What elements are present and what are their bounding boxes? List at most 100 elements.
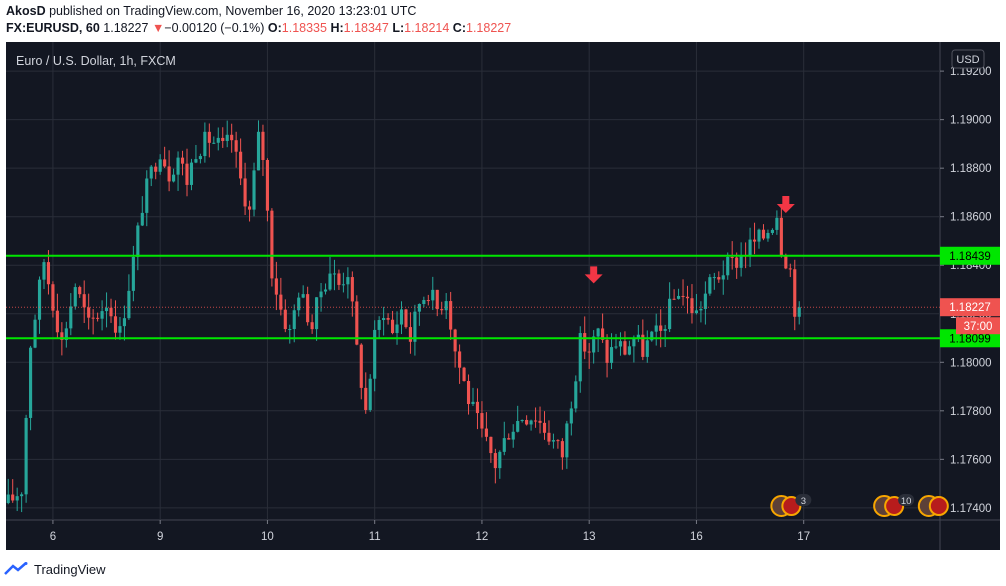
candle-body bbox=[113, 316, 118, 333]
candle-body bbox=[538, 420, 542, 423]
candle-body bbox=[127, 290, 131, 319]
candles bbox=[6, 120, 801, 513]
candle-body bbox=[51, 284, 55, 311]
candle-body bbox=[601, 328, 605, 340]
candle-body bbox=[167, 166, 171, 182]
candle-body bbox=[672, 298, 676, 300]
candle-body bbox=[422, 300, 426, 304]
x-tick-label: 12 bbox=[476, 531, 489, 543]
x-tick-label: 16 bbox=[690, 531, 703, 543]
candle-body bbox=[525, 419, 529, 425]
price-chart[interactable]: 1.192001.190001.188001.186001.184001.182… bbox=[0, 42, 1006, 550]
candle-body bbox=[315, 297, 319, 330]
close-label: C: bbox=[452, 21, 466, 35]
candle-body bbox=[33, 319, 37, 348]
candle-body bbox=[288, 329, 292, 331]
candle-body bbox=[547, 432, 551, 442]
tradingview-logo-icon bbox=[4, 562, 28, 575]
candle-body bbox=[444, 301, 448, 311]
candle-body bbox=[569, 408, 573, 424]
candle-body bbox=[306, 294, 310, 323]
candle-body bbox=[382, 318, 386, 321]
footer: TradingView bbox=[4, 558, 106, 580]
candle-body bbox=[766, 232, 770, 239]
candle-body bbox=[462, 367, 466, 381]
chart-title: Euro / U.S. Dollar, 1h, FXCM bbox=[16, 54, 176, 68]
candle-body bbox=[301, 294, 305, 298]
candle-body bbox=[104, 307, 109, 312]
high-label: H: bbox=[330, 21, 344, 35]
candle-body bbox=[542, 422, 547, 433]
candle-body bbox=[712, 277, 716, 279]
candle-body bbox=[29, 347, 33, 418]
candle-body bbox=[256, 131, 261, 171]
candle-body bbox=[663, 329, 667, 331]
candle-body bbox=[180, 157, 185, 164]
candle-body bbox=[578, 333, 582, 382]
candle-body bbox=[91, 317, 95, 319]
candle-body bbox=[20, 494, 24, 497]
candle-body bbox=[650, 331, 654, 341]
candle-body bbox=[685, 296, 690, 299]
candle-body bbox=[118, 326, 122, 333]
candle-body bbox=[431, 289, 435, 301]
candle-body bbox=[42, 262, 46, 280]
y-tick-label: 1.19200 bbox=[950, 66, 992, 78]
candle-body bbox=[346, 277, 350, 285]
candle-body bbox=[493, 453, 497, 469]
candle-body bbox=[551, 440, 556, 442]
candle-body bbox=[507, 438, 511, 440]
candle-body bbox=[55, 310, 59, 333]
candle-body bbox=[408, 327, 412, 342]
annotations: 3 10 bbox=[584, 195, 949, 517]
candle-body bbox=[632, 338, 636, 347]
candle-body bbox=[73, 287, 77, 307]
candle-body bbox=[534, 420, 538, 422]
candle-body bbox=[480, 413, 484, 429]
candle-body bbox=[779, 217, 783, 256]
candle-body bbox=[368, 378, 372, 410]
candle-body bbox=[770, 229, 774, 233]
publish-info: AkosD published on TradingView.com, Nove… bbox=[6, 4, 416, 18]
candle-body bbox=[502, 438, 506, 452]
candle-body bbox=[583, 333, 587, 352]
candle-body bbox=[609, 347, 614, 363]
publisher-name: AkosD bbox=[6, 4, 46, 18]
candle-body bbox=[618, 341, 623, 347]
y-tick-label: 1.19000 bbox=[950, 115, 992, 127]
level-price-label: 1.18099 bbox=[949, 333, 991, 345]
candle-body bbox=[364, 387, 368, 410]
low-value: 1.18214 bbox=[404, 21, 450, 35]
candle-body bbox=[498, 451, 502, 469]
candle-body bbox=[234, 140, 238, 152]
candle-body bbox=[511, 431, 515, 440]
candle-body bbox=[386, 318, 390, 320]
candle-body bbox=[458, 351, 462, 368]
candle-body bbox=[6, 494, 10, 504]
candle-body bbox=[757, 229, 761, 242]
candle-body bbox=[377, 320, 381, 330]
candle-body bbox=[194, 159, 198, 163]
event-flag-icon[interactable] bbox=[928, 496, 949, 516]
candle-body bbox=[440, 309, 444, 311]
candle-body bbox=[100, 311, 104, 319]
candle-body bbox=[252, 170, 256, 210]
candle-body bbox=[158, 159, 162, 172]
candle-body bbox=[203, 131, 207, 157]
candle-body bbox=[471, 401, 475, 405]
price-axis-background bbox=[940, 42, 1000, 520]
candle-body bbox=[310, 322, 314, 330]
candle-body bbox=[413, 311, 417, 342]
candle-body bbox=[654, 325, 658, 332]
candle-body bbox=[453, 329, 457, 352]
currency-box[interactable] bbox=[951, 49, 985, 69]
candle-body bbox=[730, 256, 734, 258]
countdown-label-bg bbox=[956, 317, 1000, 335]
candle-body bbox=[87, 307, 91, 318]
y-tick-label: 1.18600 bbox=[950, 212, 992, 224]
candle-body bbox=[270, 210, 274, 279]
time-axis[interactable]: 6 9 10 11 12 13 16 17 bbox=[50, 520, 810, 543]
candle-body bbox=[636, 334, 640, 339]
price-axis[interactable]: 1.192001.190001.188001.186001.184001.182… bbox=[940, 66, 1000, 515]
candle-body bbox=[212, 142, 216, 144]
